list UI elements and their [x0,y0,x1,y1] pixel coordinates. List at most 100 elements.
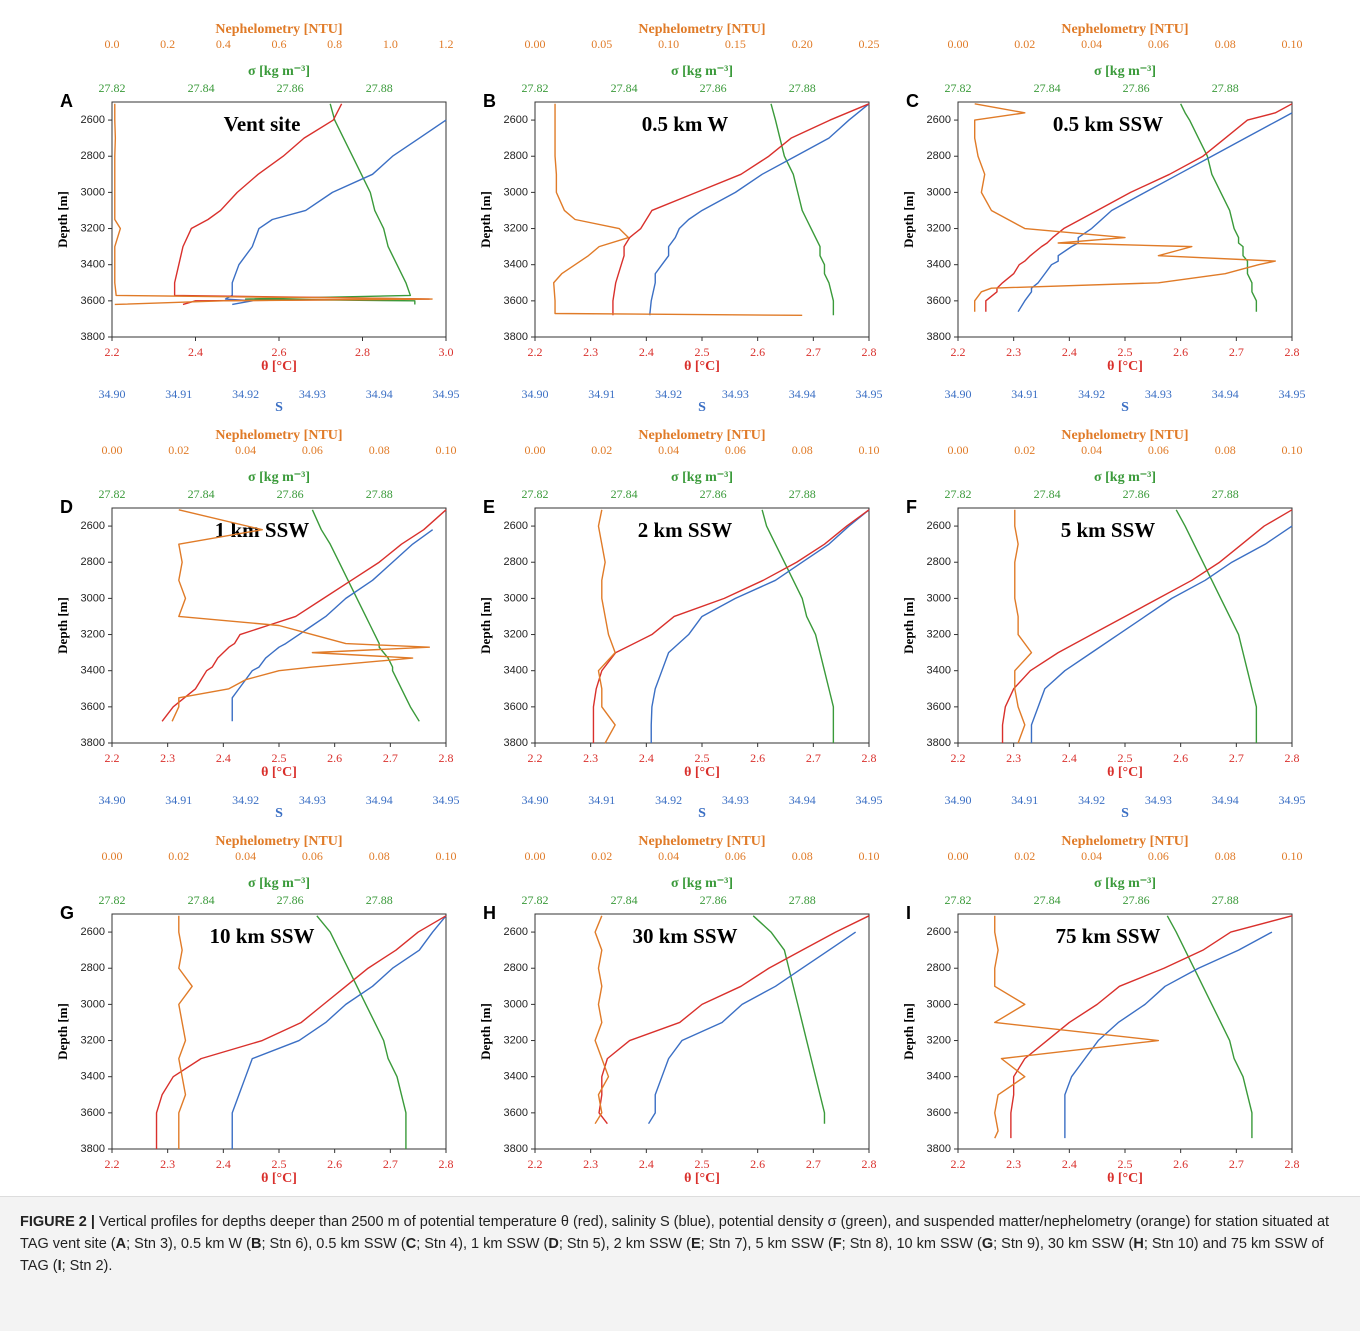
panel-title: 75 km SSW [1055,924,1160,948]
x-tick-label: 27.84 [188,487,215,501]
x-tick-label: 34.94 [1212,793,1239,807]
x-tick-label: 0.04 [658,443,679,457]
x-tick-label: 0.02 [591,849,612,863]
x-tick-label: 0.25 [859,37,880,51]
x-axis-label: σ [kg m⁻³] [1094,64,1156,79]
x-tick-label: 2.3 [1006,751,1021,765]
x-tick-label: 0.10 [1282,37,1303,51]
x-tick-label: 2.7 [1229,345,1244,359]
x-tick-label: 2.2 [528,345,543,359]
x-tick-label: 27.82 [99,81,126,95]
y-tick-label: 2600 [927,926,951,938]
x-tick-label: 0.10 [859,443,880,457]
x-tick-label: 2.2 [105,345,120,359]
x-axis-label: θ [°C] [684,765,720,780]
x-axis-label: θ [°C] [261,1171,297,1186]
x-tick-label: 0.15 [725,37,746,51]
y-tick-label: 3800 [504,1143,528,1155]
y-tick-label: 2800 [504,556,528,568]
x-tick-label: 2.3 [160,1157,175,1171]
profile-line [316,915,407,1149]
profile-line [752,915,826,1124]
x-tick-label: 2.2 [528,751,543,765]
x-tick-label: 27.82 [945,81,972,95]
x-tick-label: 27.86 [700,487,727,501]
y-axis-label: Depth [m] [55,191,70,248]
x-tick-label: 2.6 [1173,751,1188,765]
x-tick-label: 0.04 [235,849,256,863]
y-tick-label: 3800 [81,331,105,343]
x-tick-label: 0.02 [1014,443,1035,457]
x-tick-label: 0.00 [102,849,123,863]
x-tick-label: 34.94 [366,387,393,401]
x-axis-label: Nephelometry [NTU] [215,428,342,443]
profile-line [114,103,433,306]
y-tick-label: 3400 [504,1071,528,1083]
x-tick-label: 2.4 [639,751,654,765]
x-tick-label: 0.00 [525,37,546,51]
y-axis-label: Depth [m] [901,191,916,248]
x-tick-label: 27.88 [789,893,816,907]
y-tick-label: 2600 [504,114,528,126]
x-axis-label: θ [°C] [1107,765,1143,780]
x-axis-label: σ [kg m⁻³] [248,470,310,485]
y-tick-label: 3400 [504,665,528,677]
caption-panel-ref: G [981,1236,994,1252]
y-axis-label: Depth [m] [55,597,70,654]
x-tick-label: 34.92 [232,793,259,807]
x-tick-label: 2.7 [1229,1157,1244,1171]
y-tick-label: 2600 [81,114,105,126]
y-tick-label: 3000 [504,592,528,604]
x-tick-label: 0.00 [948,849,969,863]
caption-panel-ref: E [690,1236,701,1252]
x-axis-label: Nephelometry [NTU] [638,428,765,443]
y-tick-label: 3200 [81,222,105,234]
x-tick-label: 34.93 [299,387,326,401]
x-tick-label: 0.02 [168,443,189,457]
profile-line [647,931,857,1125]
y-tick-label: 3000 [927,592,951,604]
x-tick-label: 34.90 [945,387,972,401]
y-tick-label: 3000 [504,186,528,198]
x-tick-label: 0.06 [725,443,746,457]
y-axis-label: Depth [m] [478,1003,493,1060]
x-tick-label: 27.86 [1123,487,1150,501]
caption-text: Vertical profiles for depths deeper than… [20,1214,1329,1274]
x-tick-label: 27.86 [700,893,727,907]
x-axis-label: θ [°C] [684,1171,720,1186]
x-tick-label: 0.04 [1081,849,1102,863]
x-axis-label: θ [°C] [261,765,297,780]
profile-line [1001,509,1293,743]
x-tick-label: 3.0 [439,345,454,359]
x-tick-label: 34.91 [1011,793,1038,807]
x-tick-label: 34.94 [1212,387,1239,401]
y-tick-label: 3000 [927,186,951,198]
y-tick-label: 2800 [927,556,951,568]
y-axis-label: Depth [m] [55,1003,70,1060]
y-tick-label: 3800 [81,1143,105,1155]
profile-line [985,103,1293,312]
x-tick-label: 34.95 [433,387,460,401]
profile-line [994,915,1160,1139]
x-tick-label: 34.90 [522,793,549,807]
y-tick-label: 3200 [927,1034,951,1046]
x-tick-label: 2.7 [383,751,398,765]
caption-panel-ref: I [57,1258,62,1274]
x-tick-label: 27.84 [1034,81,1061,95]
x-axis-label: S [1121,400,1129,415]
caption-segment: ; Stn 5), 2 km SSW ( [558,1236,691,1252]
x-tick-label: 27.88 [366,487,393,501]
x-tick-label: 2.6 [1173,1157,1188,1171]
panel-letter: D [60,497,73,517]
y-tick-label: 2600 [81,520,105,532]
x-tick-label: 2.7 [1229,751,1244,765]
x-tick-label: 27.88 [1212,487,1239,501]
y-tick-label: 3000 [504,998,528,1010]
x-tick-label: 2.8 [439,751,454,765]
x-tick-label: 27.86 [700,81,727,95]
x-tick-label: 0.02 [168,849,189,863]
x-tick-label: 2.7 [806,1157,821,1171]
x-tick-label: 34.90 [522,387,549,401]
x-tick-label: 0.06 [1148,443,1169,457]
